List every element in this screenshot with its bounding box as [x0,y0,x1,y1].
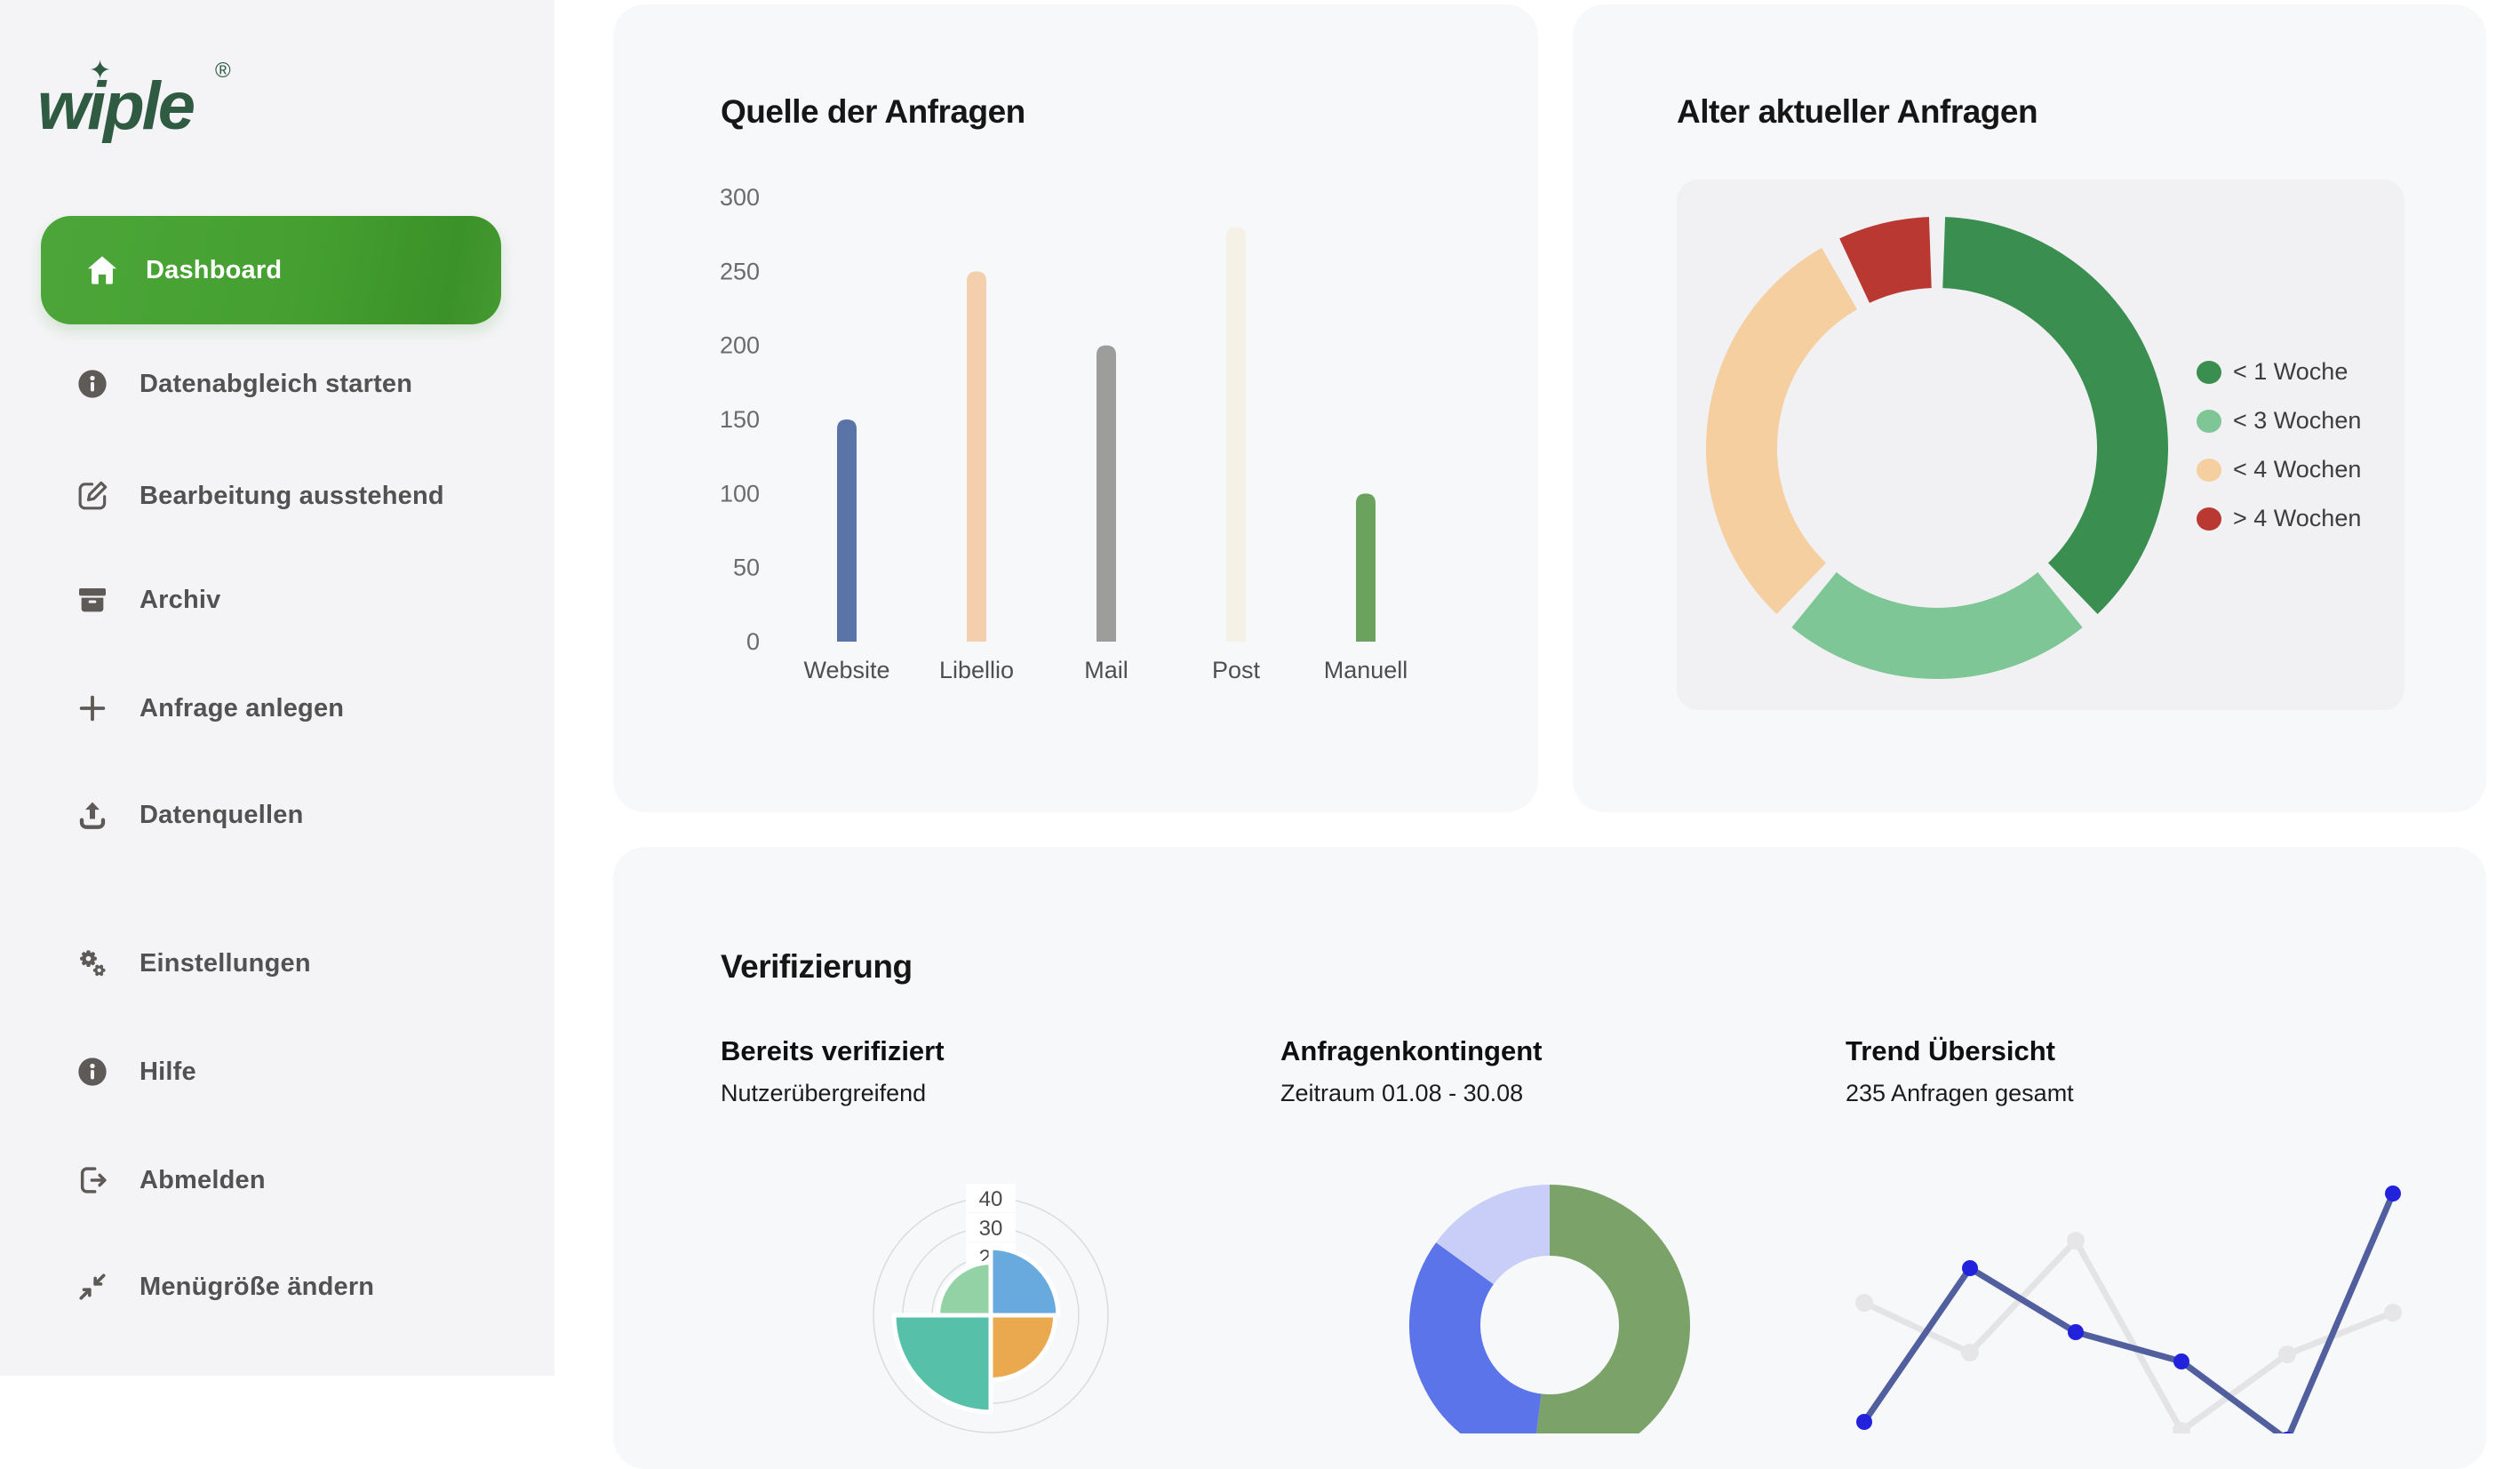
svg-text:0: 0 [746,628,760,655]
sidebar-item-label: Hilfe [140,1057,196,1086]
legend-label: < 3 Wochen [2233,407,2362,434]
card-quelle-der-anfragen: Quelle der Anfragen 300 250 200 150 100 50 0 We… [613,4,1538,812]
svg-text:Post: Post [1212,657,1261,683]
logo-registered-mark: ® [215,59,231,83]
svg-text:300: 300 [720,184,760,211]
legend-item-3-wochen[interactable]: < 3 Wochen [2197,396,2361,445]
legend-item-1-woche[interactable]: < 1 Woche [2197,347,2361,396]
section-heading-bereits-verifiziert: Bereits verifiziert [721,1035,945,1066]
legend-dot-icon [2197,360,2221,384]
info-circle-icon [74,365,111,403]
sidebar-item-label: Bearbeitung ausstehend [140,481,444,510]
sidebar-item-einstellungen[interactable]: Einstellungen [41,928,521,999]
svg-text:30: 30 [979,1217,1003,1241]
home-icon [84,251,121,289]
archive-icon [74,581,111,619]
svg-text:100: 100 [720,480,760,507]
sidebar-item-menuegroesse[interactable]: Menügröße ändern [41,1251,521,1322]
card-verifizierung: Verifizierung Bereits verifiziert Nutzer… [613,847,2486,1469]
plus-icon [74,690,111,727]
legend-dot-icon [2197,507,2221,531]
legend-label: > 4 Wochen [2233,505,2362,531]
sidebar-item-label: Datenquellen [140,800,304,829]
section-subtext: Zeitraum 01.08 - 30.08 [1280,1080,1524,1106]
sidebar-item-abmelden[interactable]: Abmelden [41,1145,521,1216]
sidebar-item-label: Menügröße ändern [140,1272,375,1301]
sidebar-item-bearbeitung[interactable]: Bearbeitung ausstehend [41,460,521,531]
legend-item-4-wochen[interactable]: < 4 Wochen [2197,445,2361,494]
sidebar-item-anfrage-anlegen[interactable]: Anfrage anlegen [41,673,521,744]
svg-text:250: 250 [720,258,760,284]
logo-star-icon: ✦ [89,56,112,85]
compress-arrows-icon [74,1268,111,1305]
line-chart-trend [1855,1186,2402,1433]
chart-legend: < 1 Woche < 3 Wochen < 4 Wochen > 4 Woch… [2197,347,2361,543]
sidebar-item-label: Abmelden [140,1165,266,1194]
sidebar-item-label: Datenabgleich starten [140,369,413,398]
gears-icon [74,945,111,982]
section-heading-trend-uebersicht: Trend Übersicht [1846,1035,2055,1066]
donut-chart-panel: < 1 Woche < 3 Wochen < 4 Wochen > 4 Woch… [1677,180,2404,710]
sidebar-item-label: Einstellungen [140,948,311,978]
sidebar-item-label: Archiv [140,585,221,614]
bar-chart-quelle: 300 250 200 150 100 50 0 Website Libellio Mail Pos… [720,184,1408,683]
sidebar-item-dashboard[interactable]: Dashboard [41,216,501,324]
svg-text:200: 200 [720,332,760,359]
sidebar-item-datenquellen[interactable]: Datenquellen [41,779,521,850]
section-heading-anfragenkontingent: Anfragenkontingent [1280,1035,1543,1066]
sidebar-item-archiv[interactable]: Archiv [41,564,521,635]
svg-text:Website: Website [803,657,889,683]
legend-item-ueber-4-wochen[interactable]: > 4 Wochen [2197,494,2361,543]
app-logo: wiple [37,68,195,144]
donut-chart-kontingent [1409,1185,1690,1433]
card-title: Alter aktueller Anfragen [1677,93,2038,130]
info-circle-icon [74,1053,111,1090]
logout-icon [74,1162,111,1199]
svg-text:150: 150 [720,406,760,433]
sidebar-item-hilfe[interactable]: Hilfe [41,1036,521,1107]
edit-icon [74,477,111,515]
polar-area-chart-verifiziert: 403020 [873,1184,1109,1433]
donut-chart-alter [1706,217,2168,679]
sidebar-item-label: Anfrage anlegen [140,693,345,723]
sidebar-item-label: Dashboard [146,255,283,284]
card-title: Verifizierung [721,948,913,985]
svg-text:Manuell: Manuell [1324,657,1408,683]
sidebar-item-datenabgleich[interactable]: Datenabgleich starten [41,348,521,419]
section-subtext: 235 Anfragen gesamt [1846,1080,2074,1106]
legend-label: < 1 Woche [2233,358,2349,385]
legend-label: < 4 Wochen [2233,456,2362,483]
svg-text:Mail: Mail [1084,657,1128,683]
legend-dot-icon [2197,458,2221,482]
svg-text:Libellio: Libellio [939,657,1014,683]
card-title: Quelle der Anfragen [721,93,1025,130]
sidebar: wiple ✦ ® Dashboard Datenabgleich starte… [0,0,554,1376]
section-subtext: Nutzerübergreifend [721,1080,927,1106]
svg-text:50: 50 [733,555,760,581]
card-alter-anfragen: Alter aktueller Anfragen < 1 Woche < 3 W… [1573,4,2486,812]
upload-icon [74,796,111,834]
legend-dot-icon [2197,409,2221,433]
svg-text:40: 40 [979,1187,1003,1211]
